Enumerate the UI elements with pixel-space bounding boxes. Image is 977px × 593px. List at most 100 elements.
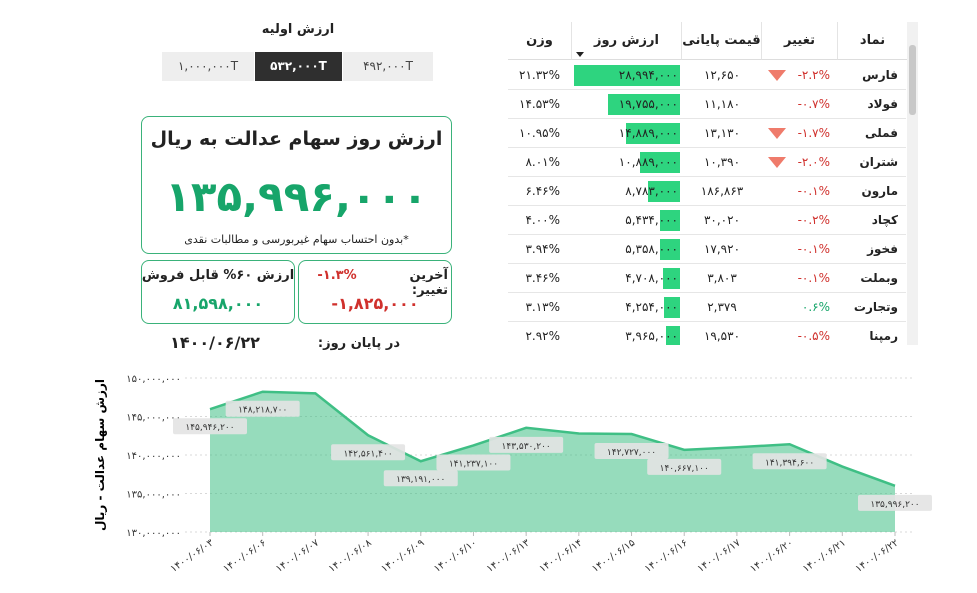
symbol: فولاد	[867, 97, 898, 111]
row-separator	[508, 89, 906, 90]
down-arrow	[768, 70, 786, 81]
data-label-box	[173, 418, 247, 435]
sellable-card	[141, 260, 295, 324]
last-change-card	[298, 260, 452, 324]
y-tick-label: ۱۵۰,۰۰۰,۰۰۰	[126, 374, 181, 385]
closing-price: ۱۱,۱۸۰	[703, 97, 741, 111]
weight: ۶.۴۶%	[525, 184, 560, 198]
weight: ۳.۹۴%	[525, 242, 560, 256]
symbol: شتران	[859, 155, 898, 169]
day-value: ۱۰,۸۸۹,۰۰۰	[618, 155, 678, 169]
x-tick-label: ۱۴۰۰/۰۶/۱۰	[432, 537, 479, 575]
closing-price: ۲,۳۷۹	[707, 300, 737, 314]
value-bar	[660, 210, 680, 231]
x-tick-label: ۱۴۰۰/۰۶/۲۲	[854, 537, 901, 575]
sort-indicator	[576, 52, 584, 57]
column-header[interactable]: نماد	[838, 22, 907, 60]
change: -۰.۷%	[797, 97, 830, 111]
x-tick-label: ۱۴۰۰/۰۶/۱۴	[538, 537, 585, 575]
scroll-thumb[interactable]	[909, 45, 916, 115]
weight: ۲۱.۳۲%	[519, 68, 560, 82]
day-value: ۸,۷۸۳,۰۰۰	[625, 184, 678, 198]
row-separator	[508, 292, 906, 293]
change: -۰.۱%	[797, 271, 830, 285]
row-separator	[508, 263, 906, 264]
data-label: ۱۴۲,۵۶۱,۴۰۰	[343, 449, 392, 459]
weight: ۸.۰۱%	[525, 155, 560, 169]
x-tick-label: ۱۴۰۰/۰۶/۱۳	[485, 537, 533, 575]
symbol: مارون	[861, 184, 898, 198]
change: -۰.۲%	[797, 213, 830, 227]
data-label-box	[225, 400, 300, 417]
table: نماد تغییر قیمت پایانی ارزش روز وزن فارس -۲.۲%…	[505, 22, 907, 345]
row-separator	[508, 205, 906, 206]
option-button[interactable]: ۱,۰۰۰,۰۰۰T	[162, 52, 254, 81]
day-value: ۴,۷۰۸,۰۰۰	[625, 271, 678, 285]
data-label-box	[383, 470, 458, 487]
initial-value-title: ارزش اولیه	[261, 22, 335, 37]
closing-price: ۱۷,۹۲۰	[703, 242, 741, 256]
data-label: ۱۴۲,۷۲۷,۰۰۰	[607, 448, 656, 458]
closing-price: ۱۲,۶۵۰	[703, 68, 741, 82]
row-separator	[508, 234, 906, 235]
change: ۰.۶%	[801, 300, 830, 314]
change: -۰.۱%	[797, 184, 830, 198]
data-label: ۱۳۵,۹۹۶,۲۰۰	[870, 500, 919, 510]
day-value: ۱۹,۷۵۵,۰۰۰	[618, 97, 678, 111]
value-bar	[647, 181, 680, 202]
last-change-label: آخرین تغییر:	[409, 268, 449, 298]
sellable-value: ۸۱,۵۹۸,۰۰۰	[172, 294, 264, 313]
change: -۰.۱%	[797, 242, 830, 256]
weight: ۴.۰۰%	[525, 213, 560, 227]
sellable-label: ارزش ۶۰% قابل فروش	[141, 268, 295, 283]
column-header[interactable]: ارزش روز	[572, 22, 682, 60]
last-change-percent: -۱.۳%	[317, 268, 357, 283]
column-header[interactable]: وزن	[508, 22, 572, 60]
day-value: ۲۸,۹۹۴,۰۰۰	[618, 68, 678, 82]
data-label-box	[647, 458, 722, 475]
row-separator	[508, 118, 906, 119]
summary-card	[141, 116, 452, 254]
summary-value: ۱۳۵,۹۹۶,۰۰۰	[165, 172, 428, 221]
symbol: رمپنا	[869, 329, 898, 343]
value-bar	[607, 94, 680, 115]
column-header[interactable]: تغییر	[762, 22, 838, 60]
column-header[interactable]: قیمت پایانی	[682, 22, 762, 60]
data-label: ۱۴۸,۲۱۸,۷۰۰	[238, 406, 287, 416]
last-change-amount: -۱,۸۲۵,۰۰۰	[331, 294, 419, 313]
day-value: ۵,۴۳۴,۰۰۰	[625, 213, 678, 227]
x-tick-label: ۱۴۰۰/۰۶/۱۷	[696, 537, 744, 575]
data-label: ۱۴۳,۵۳۰,۲۰۰	[502, 442, 551, 452]
row-separator	[508, 321, 906, 322]
data-label: ۱۳۹,۱۹۱,۰۰۰	[396, 475, 445, 485]
data-label-box	[858, 494, 932, 511]
y-axis-label: ارزش سهام عدالت - ریال	[93, 379, 108, 531]
data-label-box	[752, 453, 827, 470]
closing-price: ۱۰,۳۹۰	[703, 155, 741, 169]
end-of-day-date: ۱۴۰۰/۰۶/۲۲	[170, 333, 260, 352]
data-label: ۱۴۱,۳۹۴,۶۰۰	[765, 458, 814, 468]
option-button[interactable]: ۵۳۲,۰۰۰T	[255, 52, 342, 81]
value-bar	[640, 152, 680, 173]
data-label-box	[331, 444, 406, 461]
value-bar	[665, 326, 680, 345]
x-tick-label: ۱۴۰۰/۰۶/۱۶	[643, 537, 690, 575]
change: -۲.۲%	[797, 68, 830, 82]
change: -۰.۵%	[797, 329, 830, 343]
y-tick-label: ۱۳۰,۰۰۰,۰۰۰	[126, 528, 181, 539]
closing-price: ۳۰,۰۲۰	[703, 213, 741, 227]
value-bar	[625, 123, 680, 144]
table-clip: نماد تغییر قیمت پایانی ارزش روز وزن فارس -۲.۲%…	[505, 22, 907, 345]
option-button[interactable]: ۴۹۲,۰۰۰T	[343, 52, 433, 81]
data-label: ۱۴۰,۶۶۷,۱۰۰	[660, 464, 709, 474]
x-tick-label: ۱۴۰۰/۰۶/۱۵	[590, 537, 637, 575]
data-label: ۱۴۱,۲۳۷,۱۰۰	[449, 459, 498, 469]
value-bar	[574, 65, 680, 86]
row-separator	[508, 147, 906, 148]
x-tick-label: ۱۴۰۰/۰۶/۰۸	[327, 537, 375, 575]
symbol: کچاد	[871, 213, 898, 227]
scrollbar[interactable]	[907, 22, 918, 345]
symbol: فخوز	[867, 242, 898, 256]
x-tick-label: ۱۴۰۰/۰۶/۰۶	[221, 537, 268, 575]
